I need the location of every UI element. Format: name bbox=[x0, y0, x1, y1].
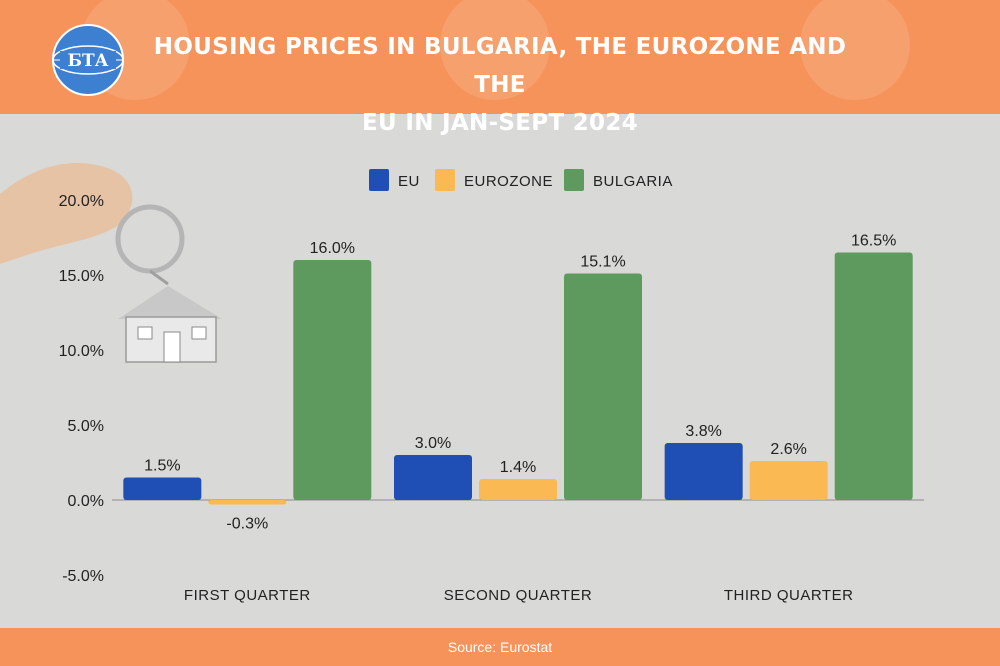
data-label: 16.5% bbox=[851, 233, 896, 250]
legend-label: EU bbox=[398, 173, 420, 190]
bar-chart: -5.0% 0.0% 5.0% 10.0% 15.0% 20.0% FIRST QUARTE… bbox=[0, 163, 924, 604]
data-label: 1.4% bbox=[500, 459, 536, 476]
data-label: 3.0% bbox=[415, 435, 451, 452]
y-tick-label: 5.0% bbox=[68, 418, 104, 435]
y-tick-label: 0.0% bbox=[68, 493, 104, 510]
bar bbox=[749, 461, 828, 500]
title-line-2: EU IN JAN-SEPT 2024 bbox=[362, 110, 638, 136]
y-tick-label: 15.0% bbox=[59, 268, 104, 285]
data-label: -0.3% bbox=[226, 516, 268, 533]
page-title: HOUSING PRICES IN BULGARIA, THE EUROZONE… bbox=[150, 28, 850, 142]
legend-swatch bbox=[369, 169, 389, 191]
y-tick-label: -5.0% bbox=[62, 568, 104, 585]
bar bbox=[834, 252, 913, 500]
keyring-house-illustration bbox=[0, 163, 222, 363]
data-label: 2.6% bbox=[770, 441, 806, 458]
logo-text: БТА bbox=[67, 51, 108, 71]
y-tick-label: 20.0% bbox=[59, 193, 104, 210]
watermark-logo bbox=[440, 0, 550, 100]
source-note: Source: Eurostat bbox=[447, 639, 553, 655]
bar bbox=[664, 443, 743, 500]
data-label: 16.0% bbox=[310, 240, 355, 257]
x-category-label: THIRD QUARTER bbox=[724, 587, 854, 604]
legend-swatch bbox=[435, 169, 455, 191]
bar bbox=[394, 455, 472, 500]
legend-swatch bbox=[564, 169, 584, 191]
x-category-label: SECOND QUARTER bbox=[444, 587, 592, 604]
footer-banner: Source: Eurostat bbox=[0, 628, 1000, 666]
watermark-logo bbox=[800, 0, 910, 100]
legend-label: BULGARIA bbox=[593, 173, 673, 190]
legend-label: EUROZONE bbox=[464, 173, 553, 190]
data-label: 15.1% bbox=[580, 254, 625, 271]
bar bbox=[123, 477, 202, 500]
bar bbox=[293, 260, 372, 500]
x-category-label: FIRST QUARTER bbox=[184, 587, 311, 604]
title-line-1: HOUSING PRICES IN BULGARIA, THE EUROZONE… bbox=[153, 34, 847, 98]
bar bbox=[479, 479, 557, 500]
y-tick-label: 10.0% bbox=[59, 343, 104, 360]
data-label: 3.8% bbox=[685, 423, 721, 440]
header-banner: БТА HOUSING PRICES IN BULGARIA, THE EURO… bbox=[0, 0, 1000, 136]
bta-logo: БТА bbox=[52, 24, 124, 96]
bar bbox=[208, 500, 287, 505]
bar bbox=[564, 273, 642, 500]
data-label: 1.5% bbox=[144, 458, 180, 475]
